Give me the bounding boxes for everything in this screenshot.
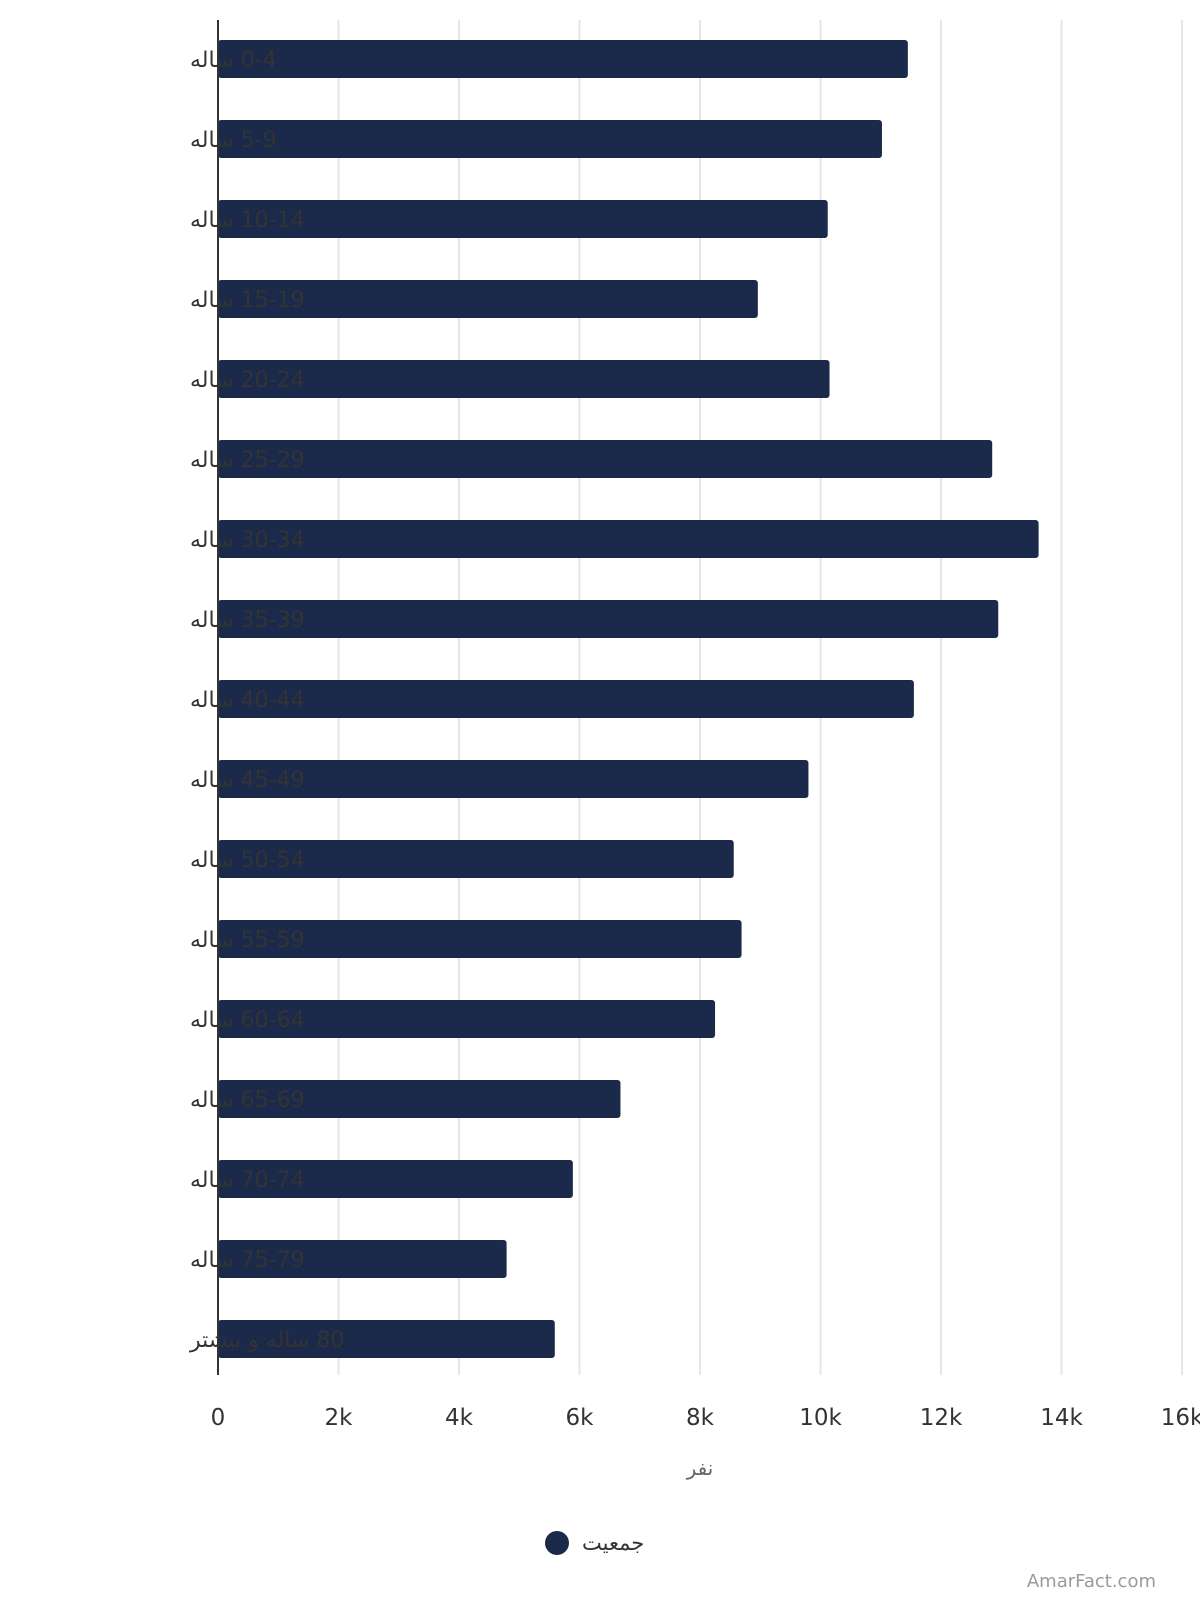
- bar[interactable]: [218, 1160, 573, 1198]
- bar[interactable]: [218, 280, 758, 318]
- y-category-label: 40-44 ساله: [190, 688, 305, 713]
- y-category-label: 65-69 ساله: [190, 1088, 305, 1113]
- x-tick-label: 10k: [799, 1405, 842, 1431]
- x-tick-label: 8k: [686, 1405, 715, 1431]
- y-category-label: 60-64 ساله: [190, 1008, 305, 1033]
- y-category-label: 20-24 ساله: [190, 368, 305, 393]
- x-tick-label: 4k: [445, 1405, 474, 1431]
- bar[interactable]: [218, 760, 809, 798]
- x-axis-title: نفر: [686, 1456, 714, 1480]
- y-category-label: 0-4 ساله: [190, 48, 277, 73]
- bar[interactable]: [218, 1240, 507, 1278]
- bar[interactable]: [218, 840, 734, 878]
- bar[interactable]: [218, 1000, 716, 1038]
- bar[interactable]: [218, 520, 1039, 558]
- y-category-label: 35-39 ساله: [190, 608, 305, 633]
- y-category-label: 30-34 ساله: [190, 528, 305, 553]
- x-tick-label: 0: [211, 1405, 226, 1431]
- y-category-label: 75-79 ساله: [190, 1248, 305, 1273]
- bar[interactable]: [218, 600, 999, 638]
- bars: [218, 40, 1039, 1358]
- y-category-label: 15-19 ساله: [190, 288, 305, 313]
- bar[interactable]: [218, 1320, 555, 1358]
- bar[interactable]: [218, 680, 914, 718]
- bar[interactable]: [218, 360, 830, 398]
- bar[interactable]: [218, 200, 828, 238]
- bar[interactable]: [218, 440, 993, 478]
- x-tick-label: 6k: [566, 1405, 595, 1431]
- x-tick-label: 14k: [1040, 1405, 1083, 1431]
- legend-marker-icon: [545, 1531, 569, 1555]
- bar[interactable]: [218, 120, 882, 158]
- bar[interactable]: [218, 1080, 621, 1118]
- watermark: AmarFact.com: [1026, 1571, 1156, 1592]
- legend-label: جمعیت: [582, 1531, 644, 1555]
- y-category-label: 50-54 ساله: [190, 848, 305, 873]
- y-category-label: 80 ساله و بیشتر: [189, 1328, 344, 1353]
- x-axis-tick-labels: 0 2k 4k 6k 8k 10k 12k 14k 16k: [211, 1405, 1200, 1431]
- y-category-label: 70-74 ساله: [190, 1168, 305, 1193]
- y-category-label: 10-14 ساله: [190, 208, 305, 233]
- bar[interactable]: [218, 40, 908, 78]
- legend[interactable]: جمعیت: [545, 1531, 644, 1555]
- y-category-label: 25-29 ساله: [190, 448, 305, 473]
- y-category-label: 5-9 ساله: [190, 128, 277, 153]
- bar[interactable]: [218, 920, 742, 958]
- x-tick-label: 16k: [1161, 1405, 1200, 1431]
- x-tick-label: 12k: [920, 1405, 963, 1431]
- y-category-label: 55-59 ساله: [190, 928, 305, 953]
- y-category-label: 45-49 ساله: [190, 768, 305, 793]
- category-labels: 0-4 ساله 5-9 ساله 10-14 ساله 15-19 ساله 20-2…: [189, 48, 344, 1353]
- x-tick-label: 2k: [325, 1405, 354, 1431]
